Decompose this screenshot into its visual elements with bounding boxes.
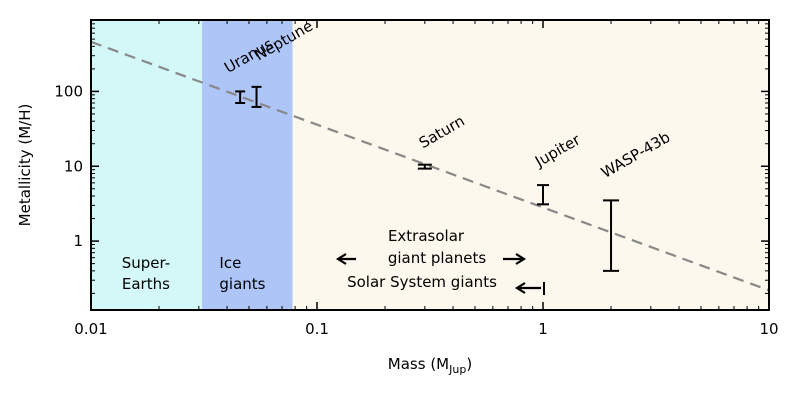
annotation-extrasolar-line2: giant planets <box>388 249 487 267</box>
x-tick-label: 0.01 <box>74 320 107 338</box>
trend-line-layer <box>90 40 770 292</box>
plot-frame <box>90 19 770 311</box>
y-tick-label: 100 <box>54 82 83 100</box>
annotation-extrasolar-line1: Extrasolar <box>388 227 465 245</box>
x-tick-label: 1 <box>538 320 548 338</box>
region-label-ice-giants: Ice <box>219 254 241 272</box>
annotations-layer: Extrasolar giant planets Solar System gian… <box>335 227 545 295</box>
arrow-solar-system-head <box>514 282 526 294</box>
x-tick-label: 10 <box>759 320 778 338</box>
x-axis-label-main: Mass (M <box>388 355 449 373</box>
arrow-extrasolar-right-head <box>515 253 527 265</box>
region-super-earths <box>91 20 203 310</box>
y-tick-label: 1 <box>73 232 83 250</box>
y-axis-label: Metallicity (M/H) <box>16 104 34 227</box>
x-tick-label: 0.1 <box>305 320 329 338</box>
annotation-solar-system: Solar System giants <box>347 273 497 291</box>
region-label-super-earths: Earths <box>122 275 170 293</box>
arrow-extrasolar-left-head <box>335 253 347 265</box>
y-tick-label: 10 <box>64 157 83 175</box>
region-label-ice-giants: giants <box>219 275 265 293</box>
x-axis-label-close: ) <box>466 355 472 373</box>
trend-line <box>90 40 770 292</box>
region-ice-giants <box>202 20 293 310</box>
x-axis-label: Mass (MJup) <box>388 355 472 376</box>
x-axis-label-sub: Jup <box>448 363 466 376</box>
region-label-super-earths: Super- <box>122 254 170 272</box>
region-gas-giants <box>292 20 769 310</box>
